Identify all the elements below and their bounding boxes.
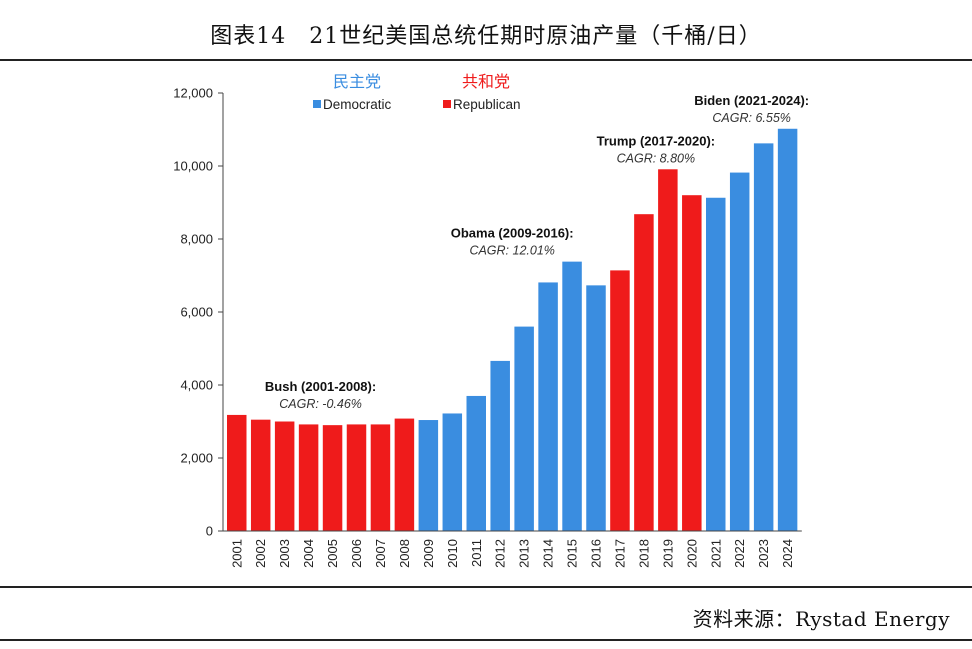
x-tick-label: 2020 bbox=[684, 539, 699, 568]
x-tick-label: 2016 bbox=[589, 539, 604, 568]
bar-2024 bbox=[777, 128, 798, 531]
y-tick-label: 8,000 bbox=[180, 232, 213, 247]
legend-label-zh-D: 民主党 bbox=[333, 73, 381, 91]
legend-label-zh-R: 共和党 bbox=[462, 73, 510, 91]
bar-2001 bbox=[227, 414, 247, 531]
y-tick-label: 4,000 bbox=[180, 378, 213, 393]
legend-swatch-D bbox=[313, 100, 321, 108]
y-tick-label: 12,000 bbox=[173, 86, 213, 101]
bar-2016 bbox=[586, 285, 606, 531]
x-tick-label: 2011 bbox=[469, 539, 484, 567]
x-tick-label: 2018 bbox=[636, 539, 651, 568]
bar-2021 bbox=[706, 197, 726, 531]
bar-2014 bbox=[538, 282, 558, 531]
legend-swatch-R bbox=[443, 100, 451, 108]
annotation-title: Biden (2021-2024): bbox=[694, 93, 809, 108]
bar-2007 bbox=[370, 424, 391, 531]
x-tick-label: 2004 bbox=[301, 539, 316, 568]
annotation-cagr: CAGR: 6.55% bbox=[712, 111, 791, 125]
bottom-rule-2 bbox=[0, 639, 972, 641]
bar-2003 bbox=[274, 421, 295, 531]
bar-2018 bbox=[634, 214, 654, 531]
x-tick-label: 2005 bbox=[325, 539, 340, 568]
bar-2020 bbox=[682, 195, 702, 531]
bottom-rule-1 bbox=[0, 586, 972, 588]
annotations: Bush (2001-2008): CAGR: -0.46% Obama (2009… bbox=[265, 93, 809, 411]
bar-2023 bbox=[753, 143, 774, 531]
x-tick-label: 2019 bbox=[660, 539, 675, 568]
x-tick-label: 2014 bbox=[541, 539, 556, 568]
bar-2019 bbox=[658, 169, 678, 531]
legend-label-en-R: Republican bbox=[453, 97, 521, 112]
bar-2013 bbox=[514, 326, 534, 531]
bar-2002 bbox=[250, 419, 271, 531]
y-tick-label: 6,000 bbox=[180, 305, 213, 320]
x-tick-label: 2013 bbox=[517, 539, 532, 568]
annotation-title: Bush (2001-2008): bbox=[265, 379, 376, 394]
bars bbox=[227, 128, 798, 531]
bar-2012 bbox=[490, 360, 510, 531]
y-tick-label: 2,000 bbox=[180, 451, 213, 466]
figure-title: 图表14 21世纪美国总统任期时原油产量（千桶/日） bbox=[210, 24, 762, 49]
x-axis: 2001 2002 2003 2004 2005 2006 2007 2008 2009 2010… bbox=[223, 530, 802, 568]
x-tick-label: 2001 bbox=[229, 539, 244, 568]
x-tick-label: 2008 bbox=[397, 539, 412, 568]
bar-2008 bbox=[394, 418, 415, 531]
x-tick-label: 2012 bbox=[493, 539, 508, 568]
x-tick-label: 2006 bbox=[349, 539, 364, 568]
legend: 民主党 Democratic 共和党 Republican bbox=[313, 73, 521, 112]
y-axis: 0 2,000 4,000 6,000 8,000 10,000 12,000 bbox=[173, 86, 224, 539]
x-tick-label: 2024 bbox=[780, 539, 795, 568]
annotation-title: Trump (2017-2020): bbox=[597, 133, 716, 148]
annotation-cagr: CAGR: -0.46% bbox=[279, 397, 362, 411]
x-tick-label: 2022 bbox=[732, 539, 747, 568]
x-tick-label: 2007 bbox=[373, 539, 388, 568]
bar-2022 bbox=[729, 172, 750, 531]
bar-2006 bbox=[346, 424, 367, 531]
y-tick-label: 10,000 bbox=[173, 159, 213, 174]
annotation-cagr: CAGR: 8.80% bbox=[617, 151, 696, 165]
x-tick-label: 2009 bbox=[421, 539, 436, 568]
source-note: 资料来源：Rystad Energy bbox=[692, 607, 950, 631]
bar-2009 bbox=[418, 420, 439, 531]
bar-2017 bbox=[610, 270, 630, 531]
x-tick-label: 2017 bbox=[612, 539, 627, 568]
x-tick-label: 2023 bbox=[756, 539, 771, 568]
bar-2011 bbox=[466, 395, 486, 531]
annotation-title: Obama (2009-2016): bbox=[451, 226, 574, 241]
legend-label-en-D: Democratic bbox=[323, 97, 392, 112]
y-tick-label: 0 bbox=[206, 524, 213, 539]
bar-2005 bbox=[322, 425, 343, 531]
bar-2004 bbox=[298, 424, 319, 531]
bar-2015 bbox=[562, 261, 582, 531]
x-tick-label: 2002 bbox=[253, 539, 268, 568]
x-tick-label: 2015 bbox=[565, 539, 580, 568]
bar-2010 bbox=[442, 413, 463, 531]
annotation-cagr: CAGR: 12.01% bbox=[469, 244, 554, 258]
top-rule bbox=[0, 59, 972, 61]
x-tick-label: 2003 bbox=[277, 539, 292, 568]
x-tick-label: 2021 bbox=[708, 539, 723, 568]
x-tick-label: 2010 bbox=[445, 539, 460, 568]
